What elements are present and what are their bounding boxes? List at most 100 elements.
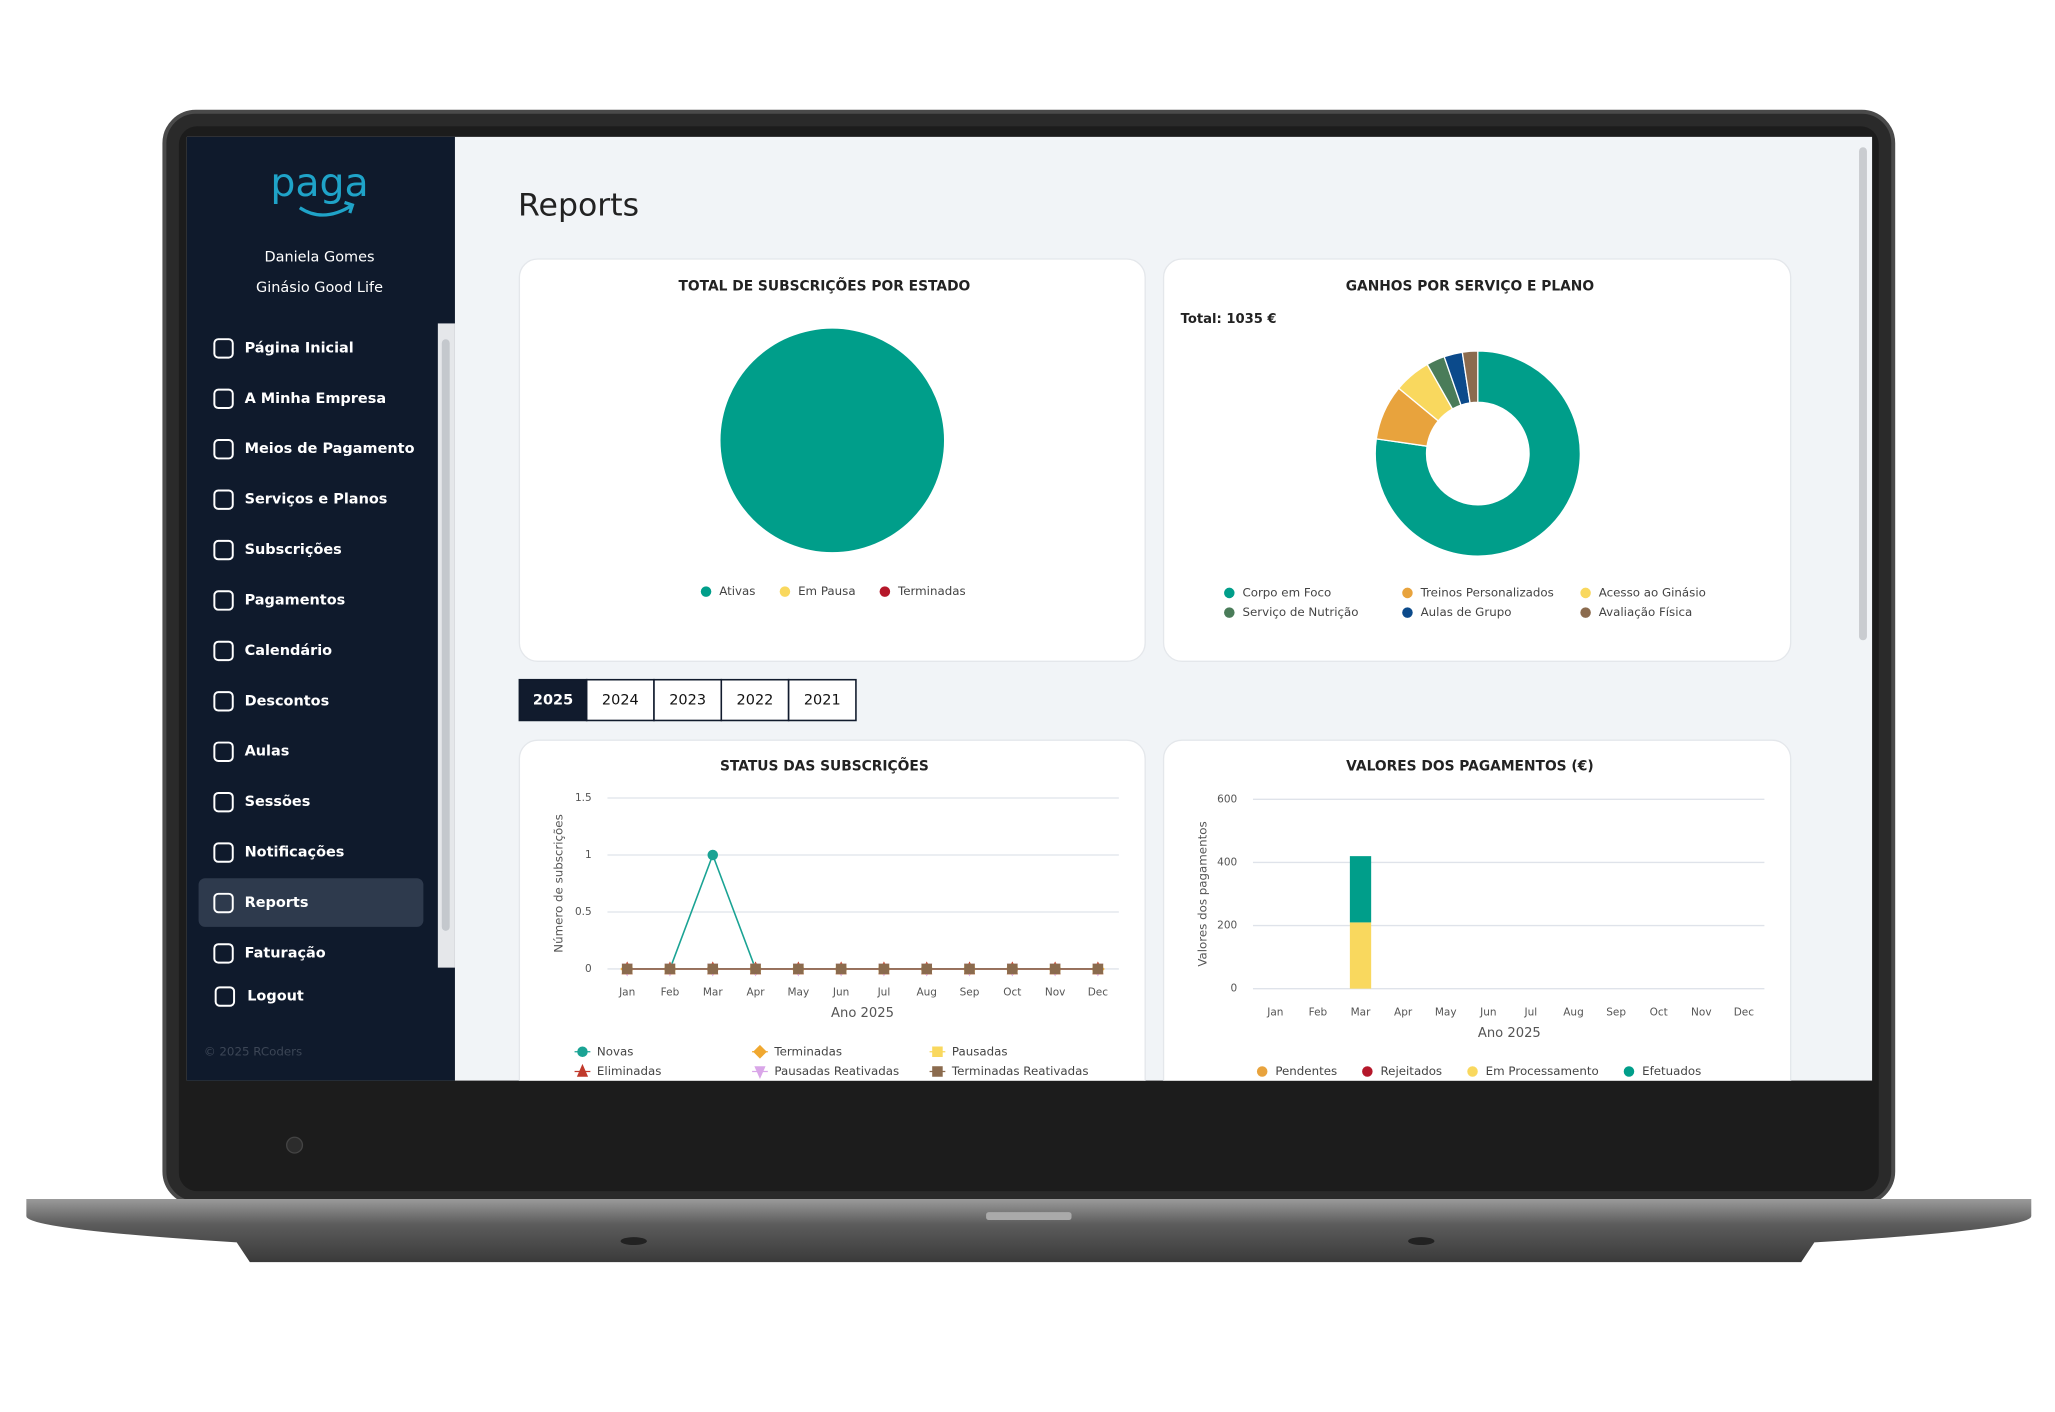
menu-item[interactable]: Aulas <box>245 744 290 760</box>
legend-label: Pausadas <box>952 1044 1008 1058</box>
year-tab-label[interactable]: 2022 <box>737 693 774 709</box>
point <box>1092 963 1104 975</box>
legend-label: Terminadas Reativadas <box>951 1064 1089 1078</box>
foot <box>1408 1237 1435 1246</box>
logo: paga <box>270 160 368 206</box>
menu-item[interactable]: Subscrições <box>245 542 342 558</box>
x-tick-label: Dec <box>1088 987 1109 999</box>
point <box>707 963 719 975</box>
x-tick-label: Jan <box>618 987 635 999</box>
x-tick-label: Jun <box>1479 1006 1496 1018</box>
menu-icon <box>213 439 234 460</box>
legend-label: Pendentes <box>1275 1064 1337 1078</box>
legend-marker <box>1224 587 1235 599</box>
point <box>1007 963 1018 975</box>
active-item-bg <box>198 878 424 927</box>
card <box>1162 739 1792 1081</box>
notch <box>986 1212 1072 1221</box>
menu-item[interactable]: Meios de Pagamento <box>245 441 415 457</box>
legend-marker <box>1580 587 1591 599</box>
y-tick-label: 200 <box>1217 920 1237 932</box>
point <box>1049 963 1061 975</box>
x-tick-label: Aug <box>1563 1006 1584 1018</box>
user-name: Daniela Gomes <box>264 250 374 266</box>
slice <box>1374 350 1581 557</box>
legend-label: Terminadas <box>773 1044 842 1058</box>
laptop-base <box>26 1199 2032 1263</box>
y-tick-label: 1.5 <box>575 792 592 804</box>
legend-marker <box>1224 607 1235 618</box>
legend-label: Em Pausa <box>798 584 856 598</box>
legend-marker <box>1402 607 1413 618</box>
menu-icon <box>213 842 234 863</box>
menu-icon <box>213 539 234 561</box>
legend-marker <box>576 1063 589 1077</box>
year-tab-label[interactable]: 2025 <box>533 693 573 709</box>
point <box>621 963 633 975</box>
x-tick-label: Oct <box>1650 1006 1668 1018</box>
menu-item[interactable]: Página Inicial <box>245 340 354 356</box>
legend-marker <box>700 586 712 597</box>
bar-segment <box>1349 922 1372 989</box>
legend-label: Treinos Personalizados <box>1420 585 1554 599</box>
x-tick-label: Jul <box>877 987 891 999</box>
screen: paga Daniela Gomes Ginásio Good Life © 2… <box>186 136 1873 1081</box>
menu-icon <box>213 741 234 762</box>
menu-item[interactable]: A Minha Empresa <box>245 391 386 407</box>
legend-label: Rejeitados <box>1381 1064 1443 1078</box>
legend-label: Efetuados <box>1642 1064 1701 1078</box>
menu-item[interactable]: Notificações <box>245 845 345 861</box>
year-tab-label[interactable]: 2023 <box>669 693 706 709</box>
point <box>964 963 975 975</box>
x-tick-label: Feb <box>661 987 680 999</box>
chart-title: STATUS DAS SUBSCRIÇÕES <box>720 756 929 774</box>
menu-icon <box>214 986 236 1007</box>
point <box>921 963 932 975</box>
y-tick-label: 0 <box>1231 983 1238 995</box>
menu-icon <box>213 640 234 662</box>
legend-marker <box>753 1044 767 1059</box>
year-tab[interactable] <box>720 678 790 722</box>
legend-label: Eliminadas <box>597 1064 662 1078</box>
x-tick-label: Nov <box>1691 1006 1712 1018</box>
x-tick-label: Apr <box>1394 1006 1413 1018</box>
menu-item[interactable]: Descontos <box>245 693 330 709</box>
slice <box>1461 350 1479 404</box>
y-axis-label: Número de subscrições <box>551 814 565 952</box>
x-tick-label: Jan <box>1266 1006 1283 1018</box>
x-tick-label: Nov <box>1045 987 1066 999</box>
camera <box>286 1136 304 1154</box>
slice <box>720 328 945 553</box>
point <box>878 963 890 975</box>
menu-item[interactable]: Pagamentos <box>245 592 346 608</box>
menu-icon <box>213 388 234 410</box>
x-tick-label: Jun <box>832 987 849 999</box>
year-tab[interactable] <box>585 678 655 722</box>
legend-marker <box>1256 1066 1268 1077</box>
menu-item[interactable]: Serviços e Planos <box>245 492 388 508</box>
menu-icon <box>213 489 234 510</box>
menu-icon <box>213 338 234 359</box>
x-tick-label: Mar <box>1351 1006 1371 1018</box>
year-tab[interactable] <box>787 678 857 722</box>
y-tick-label: 0.5 <box>575 906 592 918</box>
x-tick-label: Oct <box>1003 987 1021 999</box>
menu-item[interactable]: Calendário <box>245 643 333 659</box>
year-tab-label[interactable]: 2024 <box>602 693 639 709</box>
menu-item[interactable]: Logout <box>247 989 304 1005</box>
legend-label: Novas <box>597 1044 634 1058</box>
x-axis-label: Ano 2025 <box>1478 1026 1541 1041</box>
y-tick-label: 1 <box>585 849 592 861</box>
menu-item[interactable]: Faturação <box>245 945 326 961</box>
menu-item[interactable]: Reports <box>245 895 309 911</box>
legend-marker <box>1362 1066 1373 1077</box>
logo-smile <box>298 200 355 217</box>
menu-icon <box>213 943 234 964</box>
menu-icon <box>213 791 234 813</box>
company-name: Ginásio Good Life <box>256 280 383 296</box>
menu-item[interactable]: Sessões <box>245 794 311 810</box>
year-tab-label[interactable]: 2021 <box>804 693 841 709</box>
legend-label: Serviço de Nutrição <box>1242 605 1358 619</box>
y-tick-label: 600 <box>1217 793 1237 805</box>
